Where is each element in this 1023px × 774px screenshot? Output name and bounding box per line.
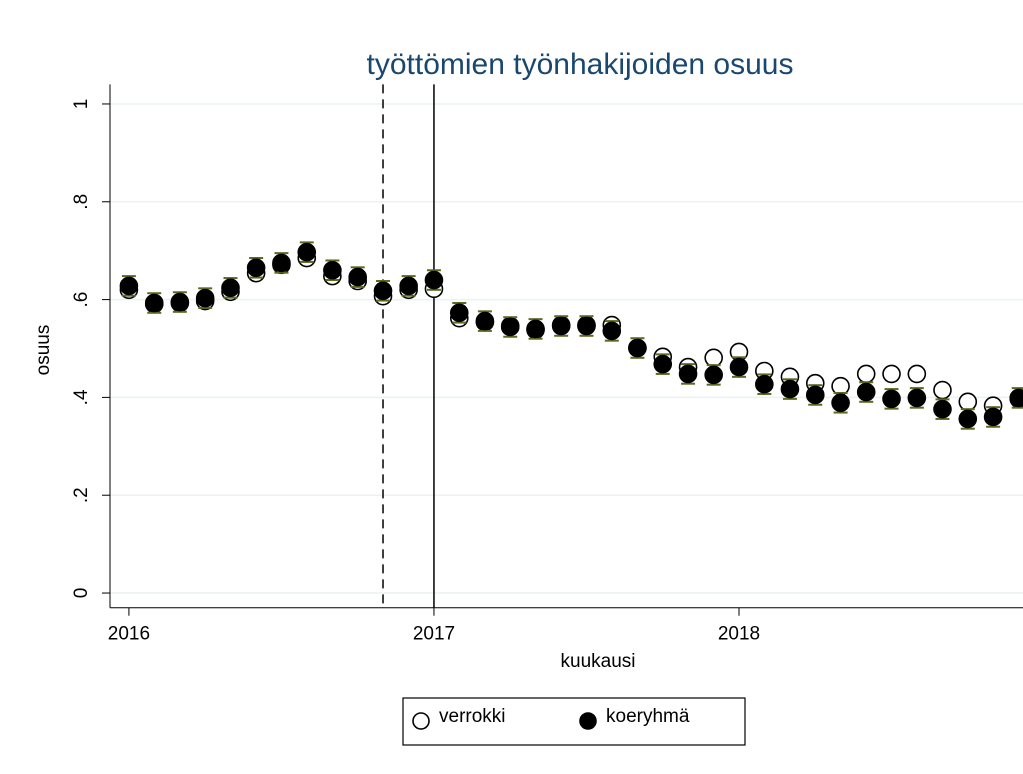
legend-label: verrokki [439,706,506,727]
marker [323,260,342,280]
marker [119,276,139,296]
marker [221,278,240,298]
marker [1009,388,1023,408]
marker [704,365,723,385]
marker [399,276,418,296]
marker [983,407,1003,427]
marker [958,392,978,412]
marker [424,270,444,290]
y-tick-label: .2 [71,487,92,503]
marker [856,382,876,402]
marker [933,399,952,419]
marker [755,374,774,394]
marker [831,393,850,413]
legend-marker [412,712,430,730]
marker [500,317,520,337]
x-tick-label: 2018 [718,624,760,645]
legend-label: koeryhmä [606,706,690,727]
marker [577,316,596,336]
marker [882,389,901,409]
marker [195,288,215,308]
legend-marker [579,712,597,730]
marker [170,292,190,312]
marker [780,379,800,399]
marker [653,354,673,374]
marker [882,364,901,384]
marker [373,281,393,301]
marker [628,338,647,358]
marker [678,364,698,384]
marker [551,316,571,336]
x-axis-label: kuukausi [561,651,636,672]
marker [297,242,317,262]
y-tick-label: .4 [71,389,92,405]
marker [348,267,367,287]
marker [526,319,545,339]
y-tick-label: .8 [71,194,92,210]
chart-title: työttömien työnhakijoiden osuus [367,48,794,81]
y-axis-label: osuus [33,325,54,376]
marker [704,348,723,368]
y-tick-label: .6 [71,292,92,308]
marker [958,409,978,429]
x-tick-label: 2016 [108,624,150,645]
marker [933,380,952,400]
marker [602,321,622,341]
marker [246,258,266,278]
marker [449,303,469,323]
marker [907,364,927,384]
marker [856,364,876,384]
marker [144,293,164,313]
marker [805,385,825,405]
marker [272,253,291,273]
legend-box [402,697,746,746]
y-tick-label: 0 [71,588,92,599]
marker [475,311,495,331]
x-tick-label: 2017 [413,624,455,645]
marker [729,357,749,377]
marker [907,388,927,408]
y-tick-label: 1 [71,99,92,110]
